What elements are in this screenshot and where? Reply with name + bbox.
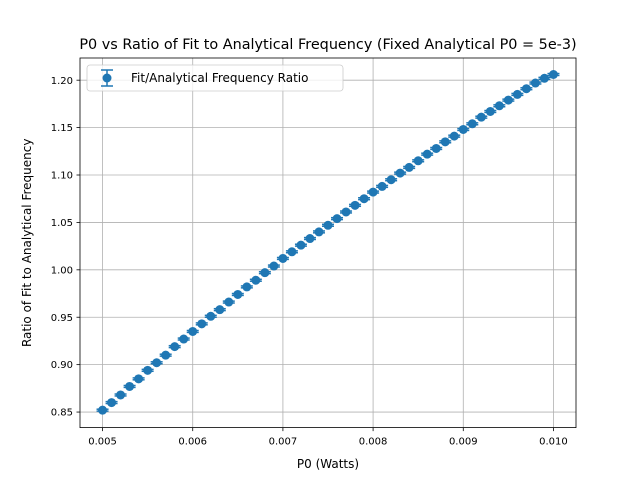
legend-label: Fit/Analytical Frequency Ratio: [131, 71, 308, 85]
data-point: [530, 78, 540, 88]
data-point: [179, 334, 189, 344]
x-tick-label: 0.009: [449, 437, 478, 448]
y-tick-label: 0.95: [51, 313, 73, 324]
data-point: [404, 162, 414, 172]
data-point: [467, 119, 477, 129]
x-tick-label: 0.006: [178, 437, 207, 448]
chart-title: P0 vs Ratio of Fit to Analytical Frequen…: [79, 37, 576, 53]
plot-frame: [79, 57, 577, 429]
data-point: [143, 365, 153, 375]
data-point: [440, 137, 450, 147]
x-axis-ticks: 0.005 0.006 0.007 0.008 0.009 0.010: [88, 427, 568, 448]
y-axis-label: Ratio of Fit to Analytical Frequency: [20, 139, 34, 347]
data-points: [98, 69, 558, 415]
y-axis-ticks: 0.85 0.90 0.95 1.00 1.05 1.10 1.15 1.20: [51, 76, 80, 419]
y-tick-label: 1.20: [51, 76, 73, 87]
data-point: [233, 289, 243, 299]
plot-area: [80, 58, 576, 428]
data-point: [548, 69, 558, 79]
data-point: [287, 247, 297, 257]
y-tick-label: 0.90: [51, 360, 73, 371]
data-point: [170, 342, 180, 352]
y-tick-label: 1.00: [51, 265, 73, 276]
data-point: [206, 311, 216, 321]
data-point: [215, 305, 225, 315]
y-tick-label: 1.15: [51, 123, 73, 134]
data-point: [413, 156, 423, 166]
data-point: [359, 194, 369, 204]
data-point: [305, 234, 315, 244]
x-axis-label: P0 (Watts): [297, 457, 359, 471]
data-point: [197, 319, 207, 329]
data-point: [377, 181, 387, 191]
data-point: [323, 220, 333, 230]
data-point: [539, 73, 549, 83]
data-point: [296, 240, 306, 250]
x-tick-label: 0.010: [539, 437, 568, 448]
data-point: [503, 95, 513, 105]
y-tick-label: 1.10: [51, 171, 73, 182]
data-point: [242, 282, 252, 292]
legend: Fit/Analytical Frequency Ratio: [86, 64, 344, 92]
data-point: [485, 106, 495, 116]
data-point: [269, 261, 279, 271]
data-point: [386, 175, 396, 185]
data-point: [431, 143, 441, 153]
data-point: [134, 374, 144, 384]
data-point: [395, 168, 405, 178]
data-point: [449, 131, 459, 141]
data-point: [332, 214, 342, 224]
data-point: [350, 200, 360, 210]
data-point: [521, 84, 531, 94]
data-point: [116, 390, 126, 400]
x-tick-label: 0.007: [269, 437, 298, 448]
data-point: [107, 398, 117, 408]
data-point: [458, 124, 468, 134]
data-point: [422, 149, 432, 159]
data-point: [368, 187, 378, 197]
data-point: [476, 112, 486, 122]
data-point: [494, 101, 504, 111]
data-point: [224, 297, 234, 307]
data-point: [251, 275, 261, 285]
x-tick-label: 0.008: [359, 437, 388, 448]
y-tick-label: 1.05: [51, 218, 73, 229]
legend-box: [86, 64, 344, 92]
x-tick-label: 0.005: [88, 437, 117, 448]
data-point: [278, 253, 288, 263]
data-point: [98, 405, 108, 415]
data-point: [314, 227, 324, 237]
data-point: [341, 207, 351, 217]
data-point: [260, 268, 270, 278]
data-point: [188, 326, 198, 336]
data-point: [161, 350, 171, 360]
y-tick-label: 0.85: [51, 408, 73, 419]
data-point: [152, 358, 162, 368]
data-point: [125, 381, 135, 391]
data-point: [512, 89, 522, 99]
legend-marker-icon: [102, 73, 112, 83]
